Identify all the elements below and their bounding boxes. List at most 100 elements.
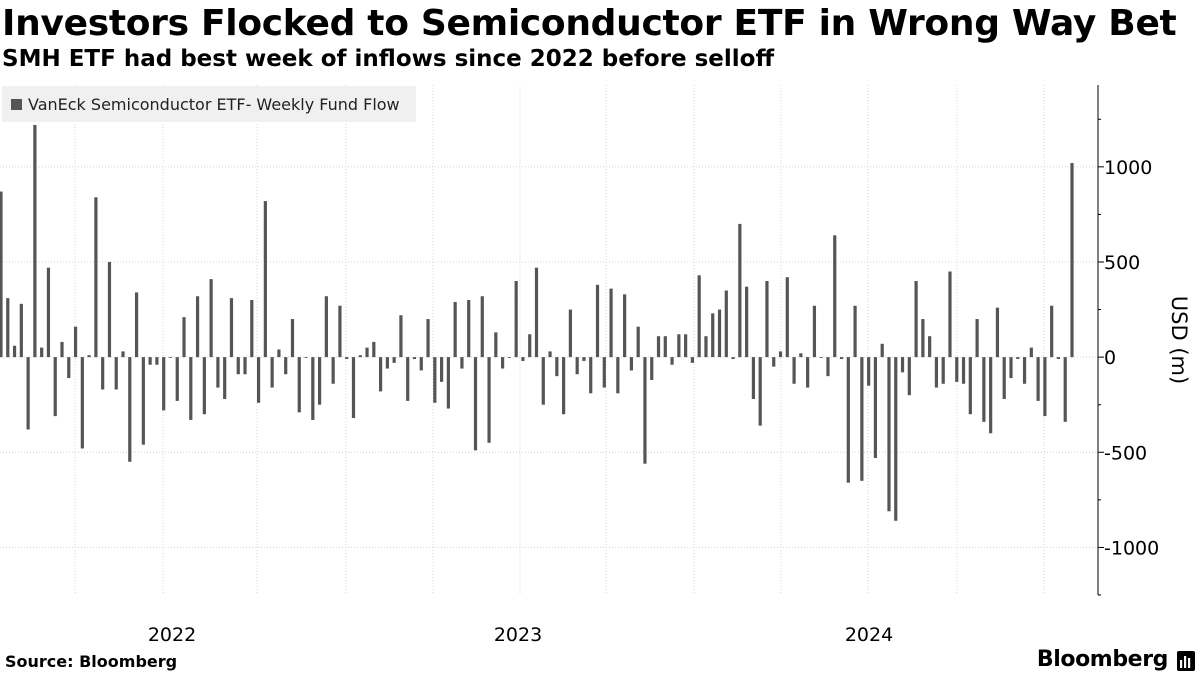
bar xyxy=(345,357,349,360)
bar xyxy=(467,300,471,358)
bar xyxy=(33,124,37,358)
bar xyxy=(107,261,112,358)
bar xyxy=(528,334,532,358)
bar xyxy=(487,357,491,443)
bar xyxy=(399,315,403,358)
bar xyxy=(175,357,179,401)
bar xyxy=(690,357,695,363)
bar xyxy=(711,313,715,358)
bar xyxy=(460,357,464,369)
bloomberg-logo: Bloomberg xyxy=(1036,647,1169,672)
bar xyxy=(826,357,830,377)
bar xyxy=(582,357,586,361)
bar xyxy=(256,357,261,403)
bar xyxy=(46,267,51,358)
bar xyxy=(1056,357,1061,360)
bar xyxy=(853,305,857,358)
bar xyxy=(914,281,918,358)
bar xyxy=(250,300,254,358)
bar xyxy=(297,357,301,413)
bar xyxy=(317,357,322,405)
bar xyxy=(40,347,44,358)
y-axis-label: USD (m) xyxy=(1167,296,1191,384)
bar xyxy=(433,357,437,403)
y-tick-label: -1000 xyxy=(1104,537,1159,559)
bar xyxy=(751,357,756,399)
bar xyxy=(961,357,966,384)
bar xyxy=(839,357,844,360)
bar xyxy=(19,303,23,358)
bar xyxy=(501,357,505,369)
bar xyxy=(507,357,511,358)
chart-subtitle: SMH ETF had best week of inflows since 2… xyxy=(2,46,775,72)
bar xyxy=(419,357,423,371)
bar xyxy=(162,357,166,411)
bar xyxy=(1070,163,1074,358)
bar xyxy=(128,357,132,462)
bar xyxy=(168,357,173,358)
bar xyxy=(880,343,884,358)
bar xyxy=(446,357,450,409)
bar xyxy=(650,357,654,380)
y-tick-label: 1000 xyxy=(1104,157,1152,179)
bar xyxy=(812,305,817,358)
bar xyxy=(1063,357,1067,422)
bar xyxy=(785,277,789,358)
bar xyxy=(189,357,193,420)
bar xyxy=(378,357,383,392)
bar xyxy=(948,271,952,358)
bar xyxy=(758,357,762,426)
bar xyxy=(765,281,769,358)
bar xyxy=(148,357,152,365)
bar xyxy=(243,357,247,375)
bar xyxy=(643,357,647,464)
bar xyxy=(778,351,783,358)
bar xyxy=(867,357,871,386)
bar xyxy=(80,357,84,449)
bar xyxy=(12,345,17,358)
bar xyxy=(955,357,959,382)
bar xyxy=(26,357,30,430)
bar xyxy=(900,357,905,373)
bar xyxy=(385,357,389,369)
bar xyxy=(60,341,64,358)
bar xyxy=(229,298,234,358)
bar xyxy=(534,267,539,358)
bar xyxy=(907,357,911,396)
bar xyxy=(575,357,579,375)
bar xyxy=(548,351,552,358)
bar xyxy=(351,357,356,419)
bar xyxy=(562,357,566,415)
bar xyxy=(846,357,850,483)
bar xyxy=(921,319,925,358)
bar xyxy=(1002,357,1006,399)
bar xyxy=(263,201,267,358)
bar xyxy=(833,235,837,358)
bar xyxy=(223,357,227,399)
bar xyxy=(358,355,362,358)
bar xyxy=(616,357,620,394)
bar xyxy=(494,332,498,358)
bar xyxy=(87,355,91,358)
bar xyxy=(1009,357,1013,379)
bar xyxy=(629,357,633,371)
bar xyxy=(277,349,281,358)
bar xyxy=(941,357,945,384)
bar xyxy=(1043,357,1047,417)
bar xyxy=(331,357,335,384)
bar xyxy=(731,357,735,360)
bar xyxy=(304,357,308,358)
bar xyxy=(697,275,701,358)
bar xyxy=(473,357,478,451)
bar xyxy=(53,357,57,417)
bar xyxy=(1022,357,1027,384)
x-tick-label: 2024 xyxy=(845,624,893,646)
y-tick-label: 0 xyxy=(1104,347,1116,369)
bar xyxy=(589,357,593,394)
bar xyxy=(568,309,572,358)
bar xyxy=(202,357,206,415)
bar xyxy=(595,284,600,358)
legend-label: VanEck Semiconductor ETF- Weekly Fund Fl… xyxy=(28,94,400,114)
bar xyxy=(6,298,10,358)
bar xyxy=(365,347,369,358)
